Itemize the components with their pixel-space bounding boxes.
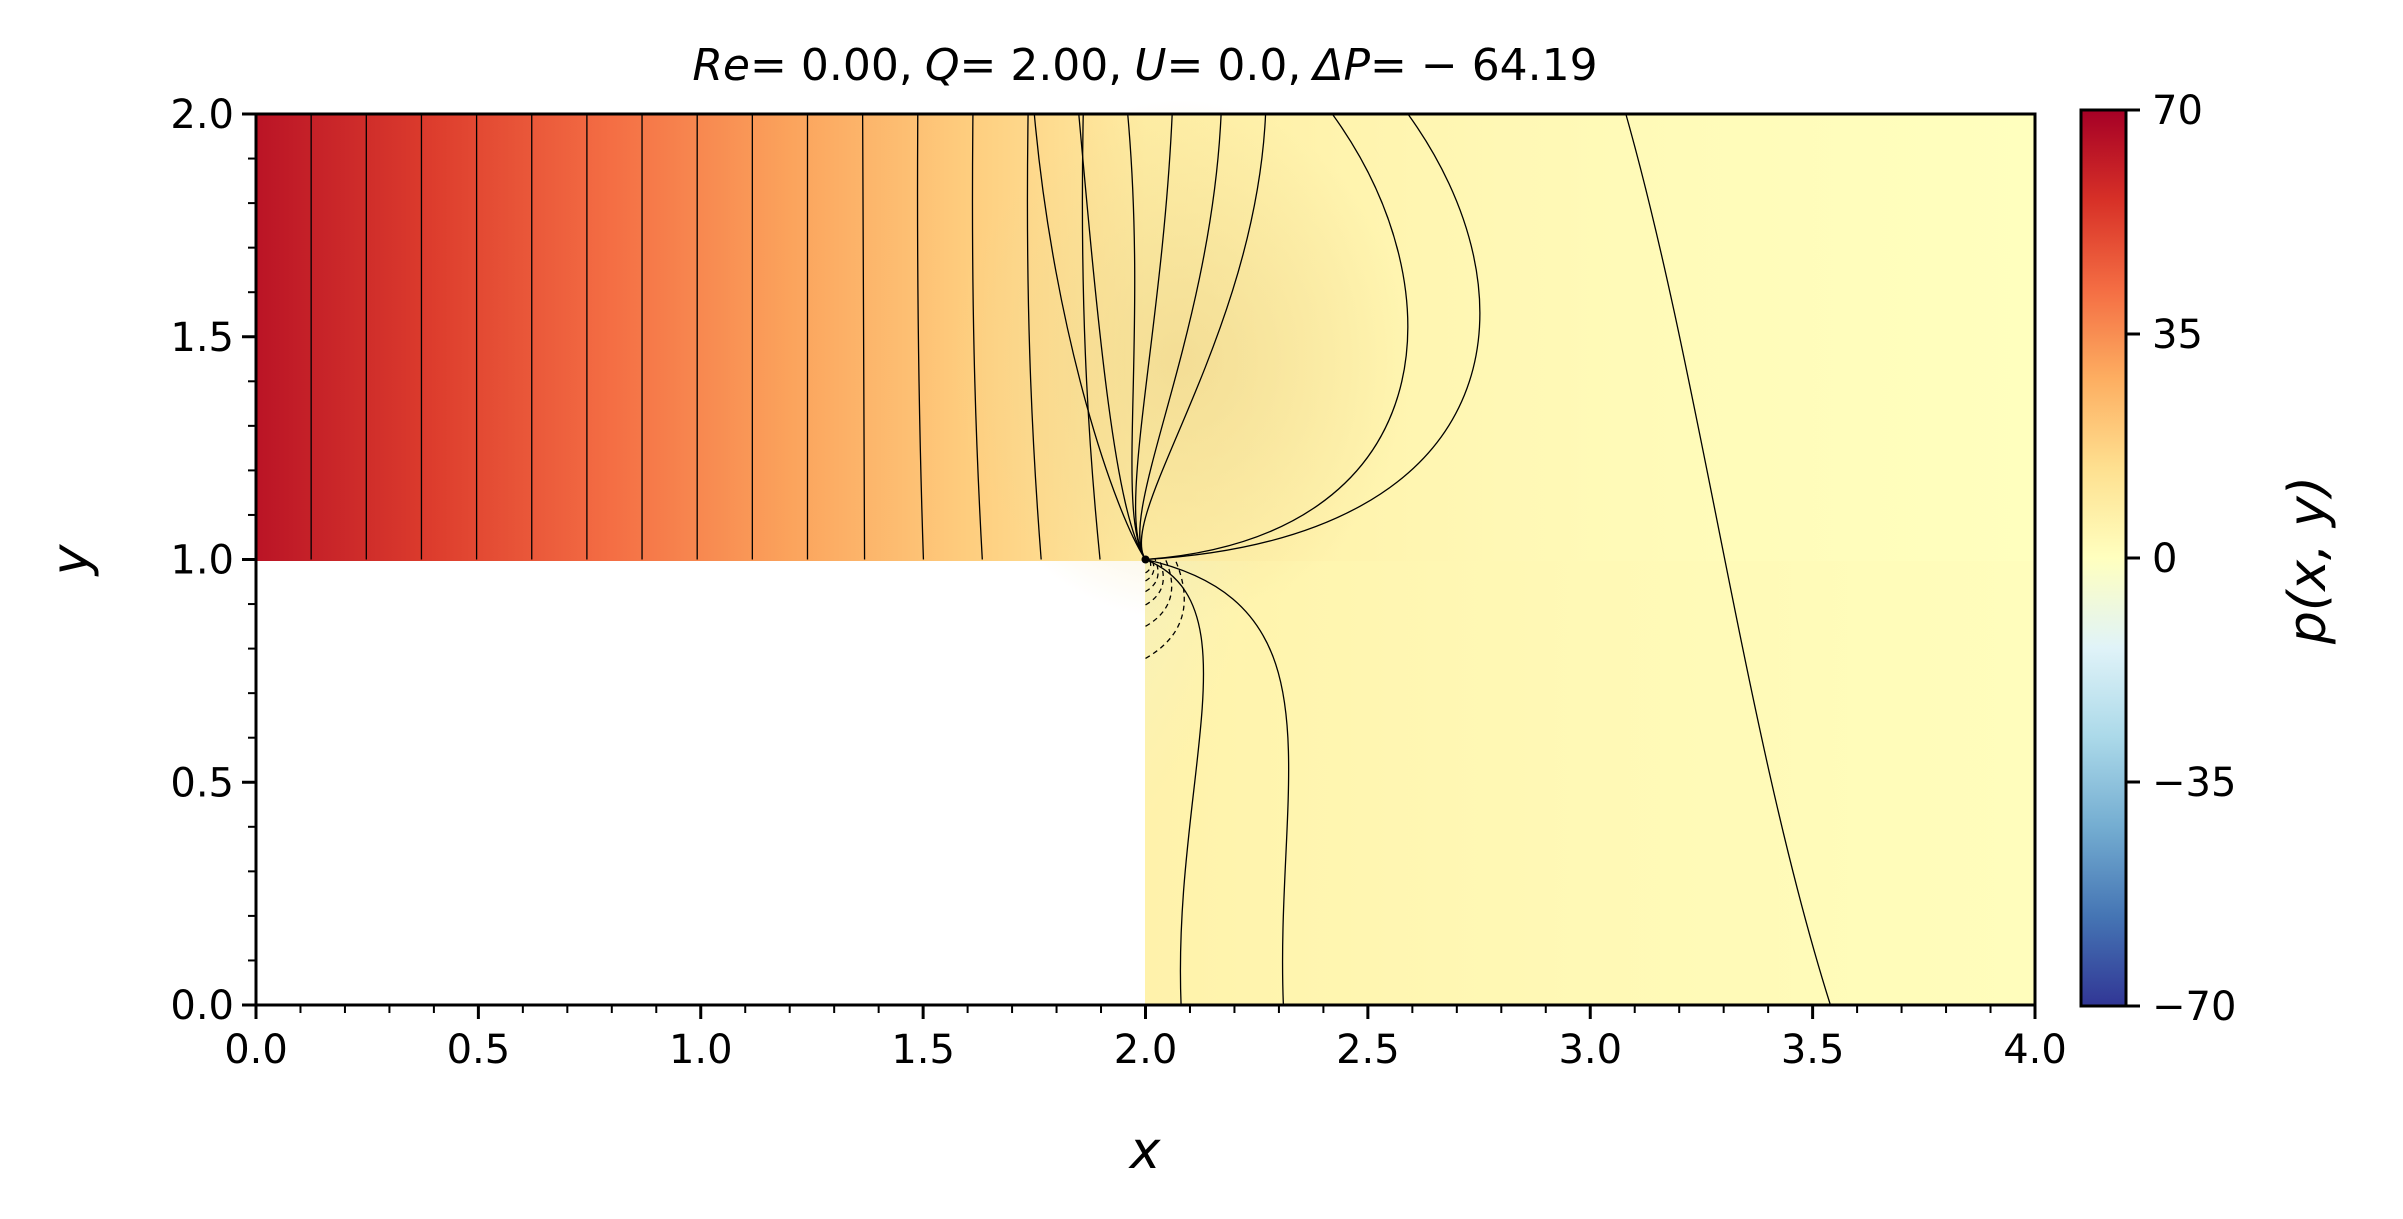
- contour-line-27: [1145, 559, 1155, 582]
- corner-low-zone: [1145, 561, 1305, 921]
- x-tick-label-5: 2.5: [1336, 1027, 1400, 1073]
- x-tick-label-6: 3.0: [1558, 1027, 1622, 1073]
- contour-line-16: [1078, 113, 1147, 560]
- y-tick-label-4: 2.0: [170, 92, 234, 138]
- colorbar-tick-label-1: 35: [2152, 312, 2203, 358]
- colorbar-tick-label-2: 0: [2152, 536, 2177, 582]
- y-tick-label-1: 0.5: [170, 760, 234, 806]
- contour-line-11: [916, 113, 925, 560]
- colorbar-axis: 70 35 0 −35 −70: [2126, 88, 2236, 1030]
- y-tick-label-3: 1.5: [170, 315, 234, 361]
- contour-line-24: [1145, 558, 1205, 1006]
- contour-line-21: [1145, 113, 1409, 561]
- corner-singularity: [1141, 555, 1150, 564]
- contour-line-14: [1081, 113, 1101, 560]
- chart-title: Re= 0.00, Q= 2.00, U= 0.0, ΔP= − 64.19: [692, 40, 1597, 91]
- contour-line-18: [1134, 113, 1173, 560]
- colorbar: 70 35 0 −35 −70 p(x, y): [2079, 88, 2338, 1030]
- colorbar-label: p(x, y): [2278, 476, 2338, 645]
- contour-line-17: [1127, 113, 1147, 560]
- contour-line-22: [1145, 113, 1481, 561]
- x-tick-label-3: 1.5: [891, 1027, 955, 1073]
- y-tick-label-2: 1.0: [170, 538, 234, 584]
- y-axis: 0.0 0.5 1.0 1.5 2.0: [170, 92, 256, 1029]
- x-tick-label-8: 4.0: [2003, 1027, 2067, 1073]
- x-axis-label: x: [1128, 1121, 1162, 1181]
- colorbar-tick-label-3: −35: [2152, 760, 2236, 806]
- x-tick-label-0: 0.0: [224, 1027, 288, 1073]
- contour-line-12: [971, 113, 983, 560]
- x-tick-label-1: 0.5: [447, 1027, 511, 1073]
- contour-line-26: [1145, 559, 1152, 574]
- x-tick-label-2: 1.0: [669, 1027, 733, 1073]
- y-axis-label: y: [41, 543, 101, 577]
- colorbar-tick-label-0: 70: [2152, 88, 2203, 134]
- x-tick-label-7: 3.5: [1781, 1027, 1845, 1073]
- step-block: [256, 561, 1145, 1005]
- colorbar-tick-label-4: −70: [2152, 984, 2236, 1030]
- contour-line-30: [1145, 559, 1173, 627]
- y-tick-label-0: 0.0: [170, 983, 234, 1029]
- contour-line-13: [1026, 113, 1042, 560]
- x-tick-label-4: 2.0: [1114, 1027, 1178, 1073]
- x-axis: 0.0 0.5 1.0 1.5 2.0 2.5 3.0 3.5 4.0: [224, 1005, 2067, 1073]
- contour-lines: [310, 113, 1832, 1006]
- contour-line-23: [1625, 113, 1832, 1006]
- contour-line-20: [1140, 113, 1267, 560]
- contour-line-28: [1145, 559, 1159, 593]
- contour-line-29: [1145, 559, 1164, 606]
- colorbar-gradient: [2079, 108, 2128, 1008]
- contour-line-31: [1145, 559, 1185, 659]
- contour-line-25: [1145, 558, 1290, 1006]
- contour-line-15: [1033, 113, 1147, 560]
- contour-line-19: [1139, 113, 1222, 560]
- plot-area: [254, 100, 2037, 1007]
